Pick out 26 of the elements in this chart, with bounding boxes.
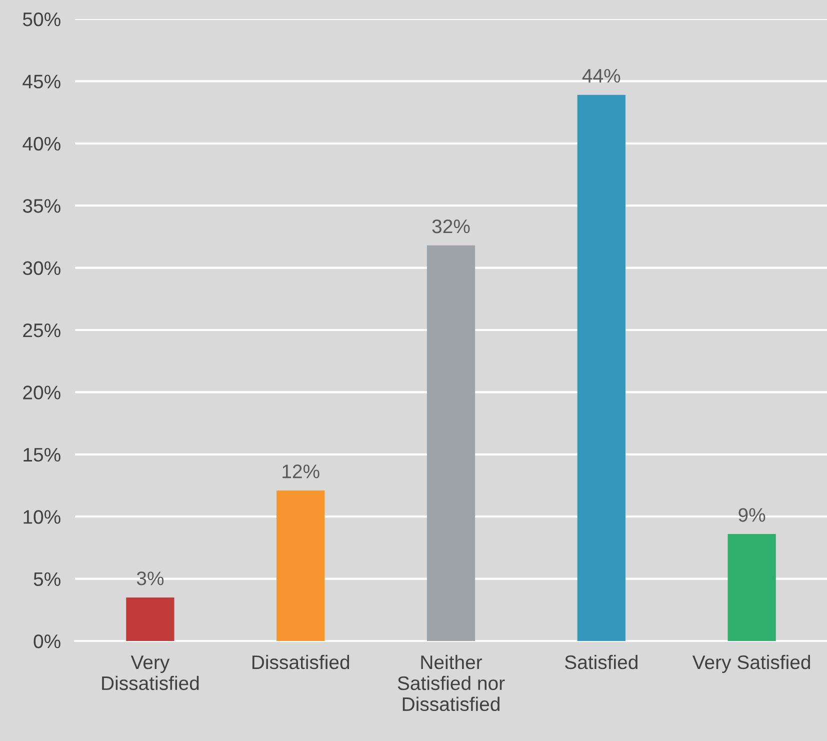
data-label: 44% (582, 69, 620, 83)
y-tick-label: 20% (23, 386, 60, 400)
x-tick-label: Very Dissatisfied (102, 656, 199, 690)
y-tick-label: 0% (34, 634, 60, 648)
y-tick-label: 40% (22, 136, 60, 151)
bar (728, 534, 776, 641)
y-tick-label: 15% (24, 448, 60, 462)
x-tick-label: Very Satisfied (692, 654, 810, 674)
x-tick-label: Neither Satisfied nor Dissatisfied (398, 654, 505, 712)
y-tick-label: 50% (22, 12, 60, 26)
y-tick-label: 45% (22, 74, 60, 88)
bar (276, 490, 325, 641)
data-label: 12% (282, 464, 320, 478)
bar (577, 94, 626, 641)
x-tick-label: Satisfied (564, 654, 638, 670)
y-tick-label: 35% (22, 199, 60, 213)
bar (426, 245, 476, 641)
data-label: 9% (738, 508, 766, 522)
x-tick-label: Dissatisfied (252, 654, 350, 670)
y-tick-label: 5% (34, 572, 60, 586)
y-tick-label: 25% (23, 323, 60, 338)
data-label: 3% (136, 572, 164, 586)
y-tick-label: 30% (22, 261, 60, 276)
bar (126, 597, 174, 641)
data-label: 32% (432, 219, 470, 234)
y-tick-label: 10% (24, 510, 60, 524)
